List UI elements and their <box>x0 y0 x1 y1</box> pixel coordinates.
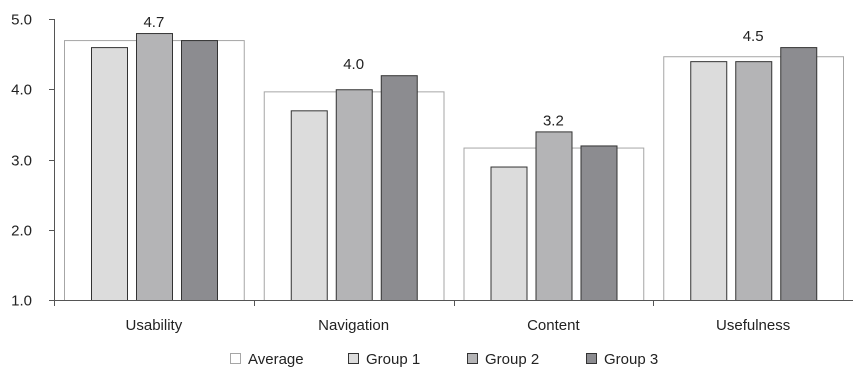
y-tick-label: 3.0 <box>11 153 32 170</box>
average-value-label: 4.0 <box>343 56 364 73</box>
bar-group-3 <box>380 75 418 301</box>
bar-group-3 <box>780 47 818 301</box>
legend-swatch <box>230 353 241 364</box>
bar-group-1 <box>290 110 328 301</box>
bar-group-1 <box>91 47 128 301</box>
legend-label: Average <box>248 351 304 368</box>
average-value-label: 4.7 <box>143 14 164 31</box>
bar-group-3 <box>181 40 218 301</box>
bar-group-2 <box>136 33 173 302</box>
average-value-label: 3.2 <box>543 112 564 129</box>
bar-group-1 <box>690 61 728 302</box>
x-category-label: Usability <box>126 317 183 334</box>
y-tick-label: 2.0 <box>11 223 32 240</box>
bar-group-1 <box>490 166 528 301</box>
bar-group-2 <box>335 89 373 301</box>
legend-swatch <box>586 353 597 364</box>
x-category-label: Navigation <box>318 317 389 334</box>
y-tick-label: 5.0 <box>11 12 32 29</box>
y-tick-label: 4.0 <box>11 82 32 99</box>
legend-swatch <box>467 353 478 364</box>
legend-swatch <box>348 353 359 364</box>
legend-label: Group 2 <box>485 351 539 368</box>
x-category-label: Content <box>527 317 580 334</box>
bar-group-2 <box>735 61 773 302</box>
bar-group-3 <box>580 145 618 301</box>
y-tick-label: 1.0 <box>11 293 32 310</box>
legend-label: Group 1 <box>366 351 420 368</box>
average-value-label: 4.5 <box>743 28 764 45</box>
bar-group-2 <box>535 131 573 301</box>
x-category-label: Usefulness <box>716 317 790 334</box>
legend-label: Group 3 <box>604 351 658 368</box>
